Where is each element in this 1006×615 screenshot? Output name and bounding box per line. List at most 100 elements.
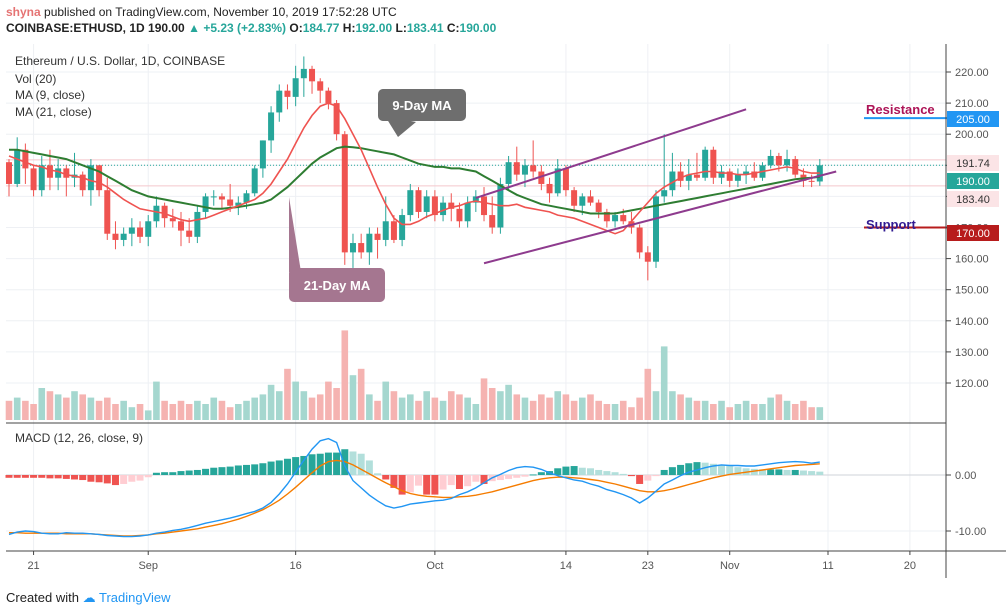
candle-body [169,218,176,222]
created-with-label: Created with [6,590,79,605]
volume-bar [628,407,635,420]
macd-histogram-bar [54,475,62,479]
macd-histogram-bar [685,463,693,475]
volume-bar [390,391,398,420]
volume-bar [349,375,357,420]
y-tick-label: 130.00 [955,347,989,359]
macd-histogram-bar [365,460,373,475]
volume-bar [636,397,643,420]
macd-histogram-bar [210,467,218,475]
candle-body [784,159,791,166]
candle-body [636,227,643,253]
up-triangle-icon: ▲ [188,21,200,35]
volume-bar [750,404,758,420]
macd-histogram-bar [218,467,226,475]
ma9-legend: MA (9, close) [15,88,85,102]
macd-histogram-bar [619,473,627,475]
ma21-callout-text: 21-Day MA [304,278,371,293]
current-price-tag [947,173,999,189]
candle-body [603,211,610,222]
macd-histogram-bar [349,451,357,475]
candle-body [300,68,307,79]
macd-histogram-bar [636,475,644,484]
macd-histogram-bar [726,466,734,475]
macd-histogram-bar [431,475,439,495]
macd-histogram-bar [243,464,251,475]
volume-bar [357,368,365,420]
volume-bar [128,407,136,420]
candle-body [161,205,168,219]
volume-bar [210,397,218,420]
volume-bar [63,397,70,420]
candle-body [358,243,365,253]
macd-histogram-bar [374,473,382,475]
candle-body [243,193,250,203]
tradingview-brand[interactable]: TradingView [99,590,171,605]
macd-histogram-bar [259,463,267,475]
candle-body [194,211,201,237]
candle-body [734,174,741,181]
candle-body [333,103,340,135]
volume-bar [177,400,185,420]
publisher-name[interactable]: shyna [6,5,41,19]
volume-bar [685,397,693,420]
volume-bar [644,368,652,420]
candle-body [743,171,750,175]
macd-histogram-bar [5,475,13,478]
candle-body [6,162,12,184]
macd-histogram-bar [95,475,103,483]
price-labels: 205.00 191.74 190.00 183.40 170.00 [947,111,999,241]
macd-histogram-bar [554,468,562,475]
volume-bar [529,400,537,420]
candle-body [571,190,578,206]
volume-bar [87,397,95,420]
high-price-tag [947,155,999,171]
candle-body [30,168,37,191]
volume-bar [46,391,54,420]
macd-indicator [5,437,946,538]
volume-bar [341,330,349,420]
volume-bar [710,404,717,420]
macd-histogram-bar [308,454,316,475]
resistance-price: 205.00 [956,114,990,126]
volume-bar [382,381,390,420]
current-price: 190.00 [956,176,990,188]
close-value: 190.00 [459,21,497,35]
volume-bar [693,400,701,420]
volume-bar [546,397,553,420]
volume-bar [22,400,29,420]
macd-histogram-bar [292,457,300,475]
macd-histogram-bar [537,472,545,475]
change-value: +5.23 (+2.83%) [203,21,287,35]
macd-histogram-bar [333,452,341,475]
channel-upper-line [475,108,747,199]
candle-body [349,243,356,253]
macd-histogram-bar [767,469,775,475]
volume-bar [325,381,332,420]
volume-bar [120,400,127,420]
volume-bar [423,391,430,420]
volume-bar [251,397,258,420]
candle-body [128,227,135,234]
x-tick-label: Nov [720,560,740,572]
volume-bar [742,400,750,420]
volume-bar [136,404,144,420]
volume-legend: Vol (20) [15,72,56,86]
support-label: Support [866,217,916,232]
macd-histogram-bar [611,472,619,475]
macd-histogram-bar [521,475,529,477]
volume-bar [726,407,734,420]
volume-bar [374,400,381,420]
volume-bar [488,388,496,420]
low-price-tag [947,191,999,207]
price-chart[interactable]: 220.00210.00200.00190.00180.00170.00160.… [0,0,1006,590]
volume-bar [144,410,152,420]
candle-body [751,171,758,178]
candle-body [726,171,733,181]
candle-body [448,202,455,209]
x-tick-label: Oct [426,560,443,572]
volume-bar [218,400,226,420]
macd-histogram-bar [13,475,21,478]
macd-histogram-bar [46,475,54,479]
price-pane[interactable] [6,44,946,422]
